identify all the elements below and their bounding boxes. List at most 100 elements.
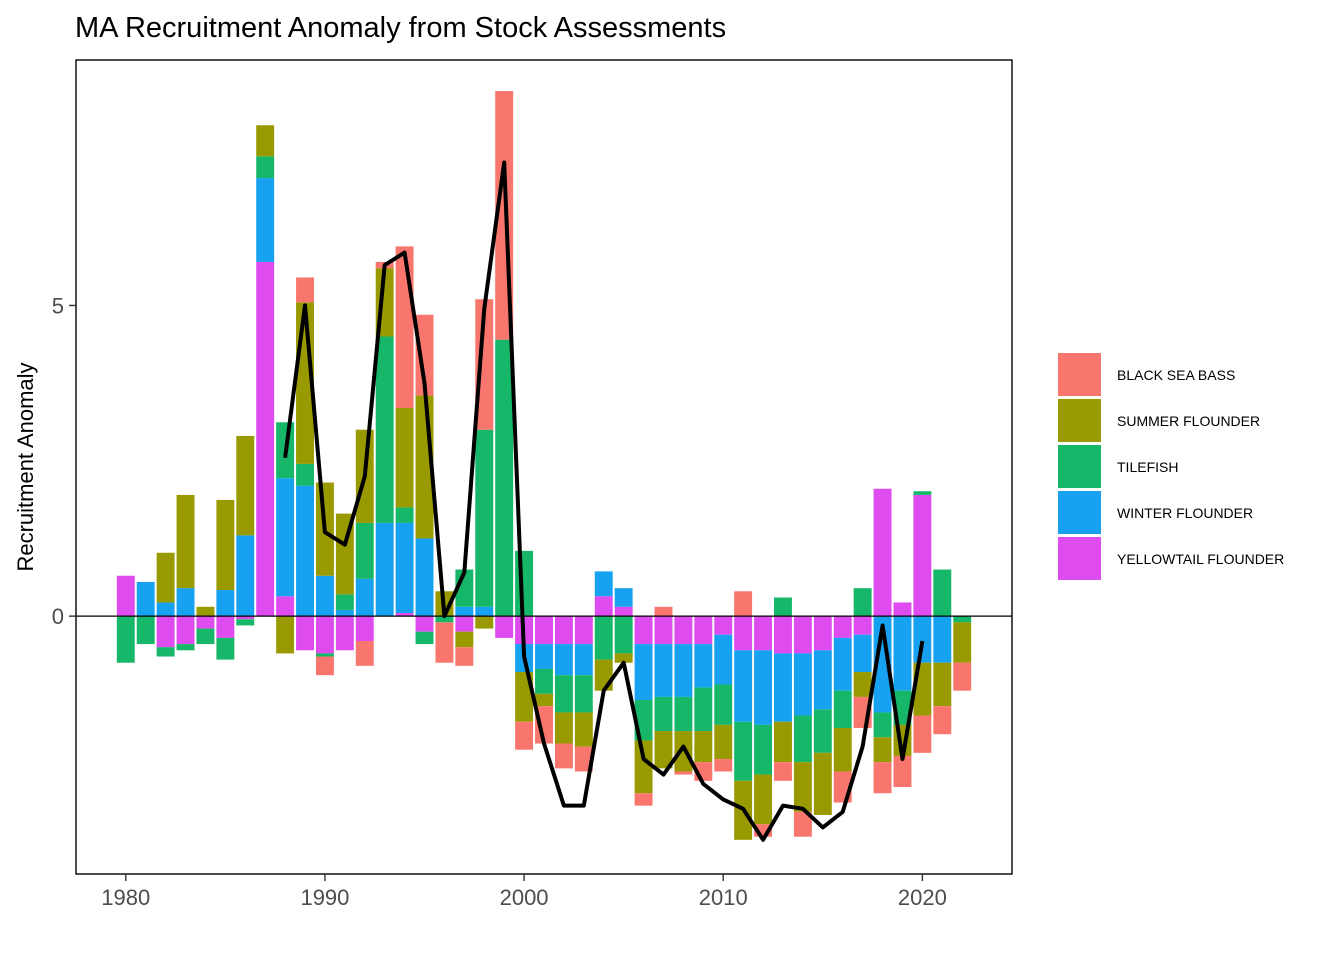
bar-tilefish-2012 bbox=[754, 724, 773, 775]
bar-summer-flounder-2008 bbox=[674, 731, 693, 772]
bar-yellowtail-flounder-1982 bbox=[156, 616, 175, 648]
bar-tilefish-1992 bbox=[355, 522, 374, 579]
bar-winter-flounder-2011 bbox=[734, 650, 753, 722]
bar-winter-flounder-1993 bbox=[375, 522, 394, 617]
bar-black-sea-bass-2003 bbox=[574, 746, 593, 772]
bar-yellowtail-flounder-2011 bbox=[734, 616, 753, 651]
legend-label-winter-flounder: WINTER FLOUNDER bbox=[1117, 505, 1253, 521]
legend: BLACK SEA BASS SUMMER FLOUNDER TILEFISH WIN… bbox=[1058, 353, 1284, 580]
bar-yellowtail-flounder-1994 bbox=[395, 613, 414, 617]
legend-swatch-yellowtail-flounder bbox=[1058, 537, 1101, 580]
bar-black-sea-bass-1990 bbox=[315, 656, 334, 676]
bar-tilefish-2016 bbox=[833, 690, 852, 728]
bar-tilefish-2011 bbox=[734, 721, 753, 781]
bar-tilefish-1980 bbox=[116, 616, 135, 663]
legend-label-yellowtail-flounder: YELLOWTAIL FLOUNDER bbox=[1117, 551, 1284, 567]
bar-yellowtail-flounder-2003 bbox=[574, 616, 593, 645]
y-tick-label-0: 0 bbox=[52, 604, 64, 629]
bar-black-sea-bass-2002 bbox=[554, 743, 573, 769]
legend-label-black-sea-bass: BLACK SEA BASS bbox=[1117, 367, 1235, 383]
bar-summer-flounder-2003 bbox=[574, 712, 593, 747]
bar-winter-flounder-1994 bbox=[395, 522, 414, 614]
bar-winter-flounder-2016 bbox=[833, 637, 852, 691]
x-tick-label-1980: 1980 bbox=[101, 885, 150, 910]
bar-summer-flounder-1986 bbox=[236, 435, 255, 536]
bar-yellowtail-flounder-2008 bbox=[674, 616, 693, 645]
bar-winter-flounder-2012 bbox=[754, 650, 773, 725]
bar-summer-flounder-2010 bbox=[714, 724, 733, 760]
bar-winter-flounder-2021 bbox=[933, 616, 952, 663]
bar-yellowtail-flounder-2001 bbox=[535, 616, 553, 645]
bar-yellowtail-flounder-2020 bbox=[913, 494, 932, 617]
bar-tilefish-1981 bbox=[136, 616, 155, 645]
bar-summer-flounder-2009 bbox=[694, 731, 713, 763]
bar-black-sea-bass-2013 bbox=[774, 762, 792, 781]
bar-tilefish-2020 bbox=[913, 491, 932, 495]
x-tick-label-2020: 2020 bbox=[898, 885, 947, 910]
bar-tilefish-2001 bbox=[535, 668, 553, 694]
bar-black-sea-bass-2014 bbox=[793, 811, 812, 837]
bar-black-sea-bass-2019 bbox=[893, 755, 912, 788]
bar-tilefish-2009 bbox=[694, 687, 713, 732]
bar-winter-flounder-2014 bbox=[793, 653, 812, 716]
bar-tilefish-1996 bbox=[435, 616, 454, 623]
bar-black-sea-bass-2011 bbox=[734, 591, 753, 617]
bar-tilefish-2005 bbox=[614, 616, 633, 654]
bar-winter-flounder-2001 bbox=[535, 644, 553, 669]
bar-yellowtail-flounder-2015 bbox=[813, 616, 832, 651]
bar-black-sea-bass-2022 bbox=[953, 662, 972, 691]
bar-black-sea-bass-2018 bbox=[873, 762, 892, 794]
bar-yellowtail-flounder-2007 bbox=[654, 616, 673, 645]
bar-black-sea-bass-1989 bbox=[296, 277, 314, 303]
bar-black-sea-bass-1996 bbox=[435, 622, 454, 663]
bar-tilefish-1986 bbox=[236, 619, 255, 626]
bar-tilefish-1990 bbox=[315, 653, 334, 657]
bar-yellowtail-flounder-1986 bbox=[236, 616, 255, 620]
bar-winter-flounder-1983 bbox=[176, 588, 195, 617]
bar-yellowtail-flounder-1997 bbox=[455, 616, 474, 632]
bar-yellowtail-flounder-1990 bbox=[315, 616, 334, 654]
bar-winter-flounder-1995 bbox=[415, 538, 434, 617]
bar-winter-flounder-1981 bbox=[136, 581, 155, 617]
bar-winter-flounder-1985 bbox=[216, 590, 235, 617]
bar-summer-flounder-1982 bbox=[156, 552, 175, 603]
bar-winter-flounder-1990 bbox=[315, 575, 334, 617]
bar-black-sea-bass-2021 bbox=[933, 706, 952, 735]
bar-tilefish-2015 bbox=[813, 709, 832, 753]
bar-winter-flounder-1998 bbox=[475, 606, 494, 617]
bar-summer-flounder-2015 bbox=[813, 752, 832, 815]
bar-winter-flounder-2018 bbox=[873, 616, 892, 713]
bar-summer-flounder-2021 bbox=[933, 662, 952, 707]
bar-summer-flounder-2014 bbox=[793, 762, 812, 812]
bar-winter-flounder-1997 bbox=[455, 606, 474, 617]
bar-winter-flounder-2019 bbox=[893, 616, 912, 691]
bar-tilefish-2000 bbox=[515, 550, 534, 617]
bar-winter-flounder-1982 bbox=[156, 602, 175, 617]
bar-yellowtail-flounder-1989 bbox=[296, 616, 314, 651]
bar-yellowtail-flounder-1983 bbox=[176, 616, 195, 645]
bar-tilefish-2003 bbox=[574, 675, 593, 713]
bar-tilefish-2014 bbox=[793, 715, 812, 763]
bar-tilefish-1982 bbox=[156, 647, 175, 657]
bar-summer-flounder-2013 bbox=[774, 721, 792, 763]
legend-label-tilefish: TILEFISH bbox=[1117, 459, 1178, 475]
bar-winter-flounder-2004 bbox=[594, 571, 613, 597]
bar-tilefish-1993 bbox=[375, 336, 394, 523]
bar-summer-flounder-1988 bbox=[276, 616, 295, 654]
bar-summer-flounder-2005 bbox=[614, 653, 633, 663]
bar-yellowtail-flounder-2017 bbox=[853, 616, 872, 635]
bar-summer-flounder-1994 bbox=[395, 407, 414, 508]
bar-black-sea-bass-1995 bbox=[415, 314, 434, 396]
bar-tilefish-2018 bbox=[873, 712, 892, 738]
bar-winter-flounder-1987 bbox=[256, 178, 275, 262]
bar-yellowtail-flounder-1987 bbox=[256, 261, 275, 617]
bar-yellowtail-flounder-2016 bbox=[833, 616, 852, 638]
bar-winter-flounder-2017 bbox=[853, 634, 872, 673]
bar-yellowtail-flounder-2009 bbox=[694, 616, 713, 645]
bar-tilefish-2022 bbox=[953, 616, 972, 623]
bar-yellowtail-flounder-2013 bbox=[774, 616, 792, 654]
bar-yellowtail-flounder-2019 bbox=[893, 602, 912, 617]
bar-tilefish-1998 bbox=[475, 429, 494, 607]
bar-summer-flounder-2002 bbox=[554, 712, 573, 744]
